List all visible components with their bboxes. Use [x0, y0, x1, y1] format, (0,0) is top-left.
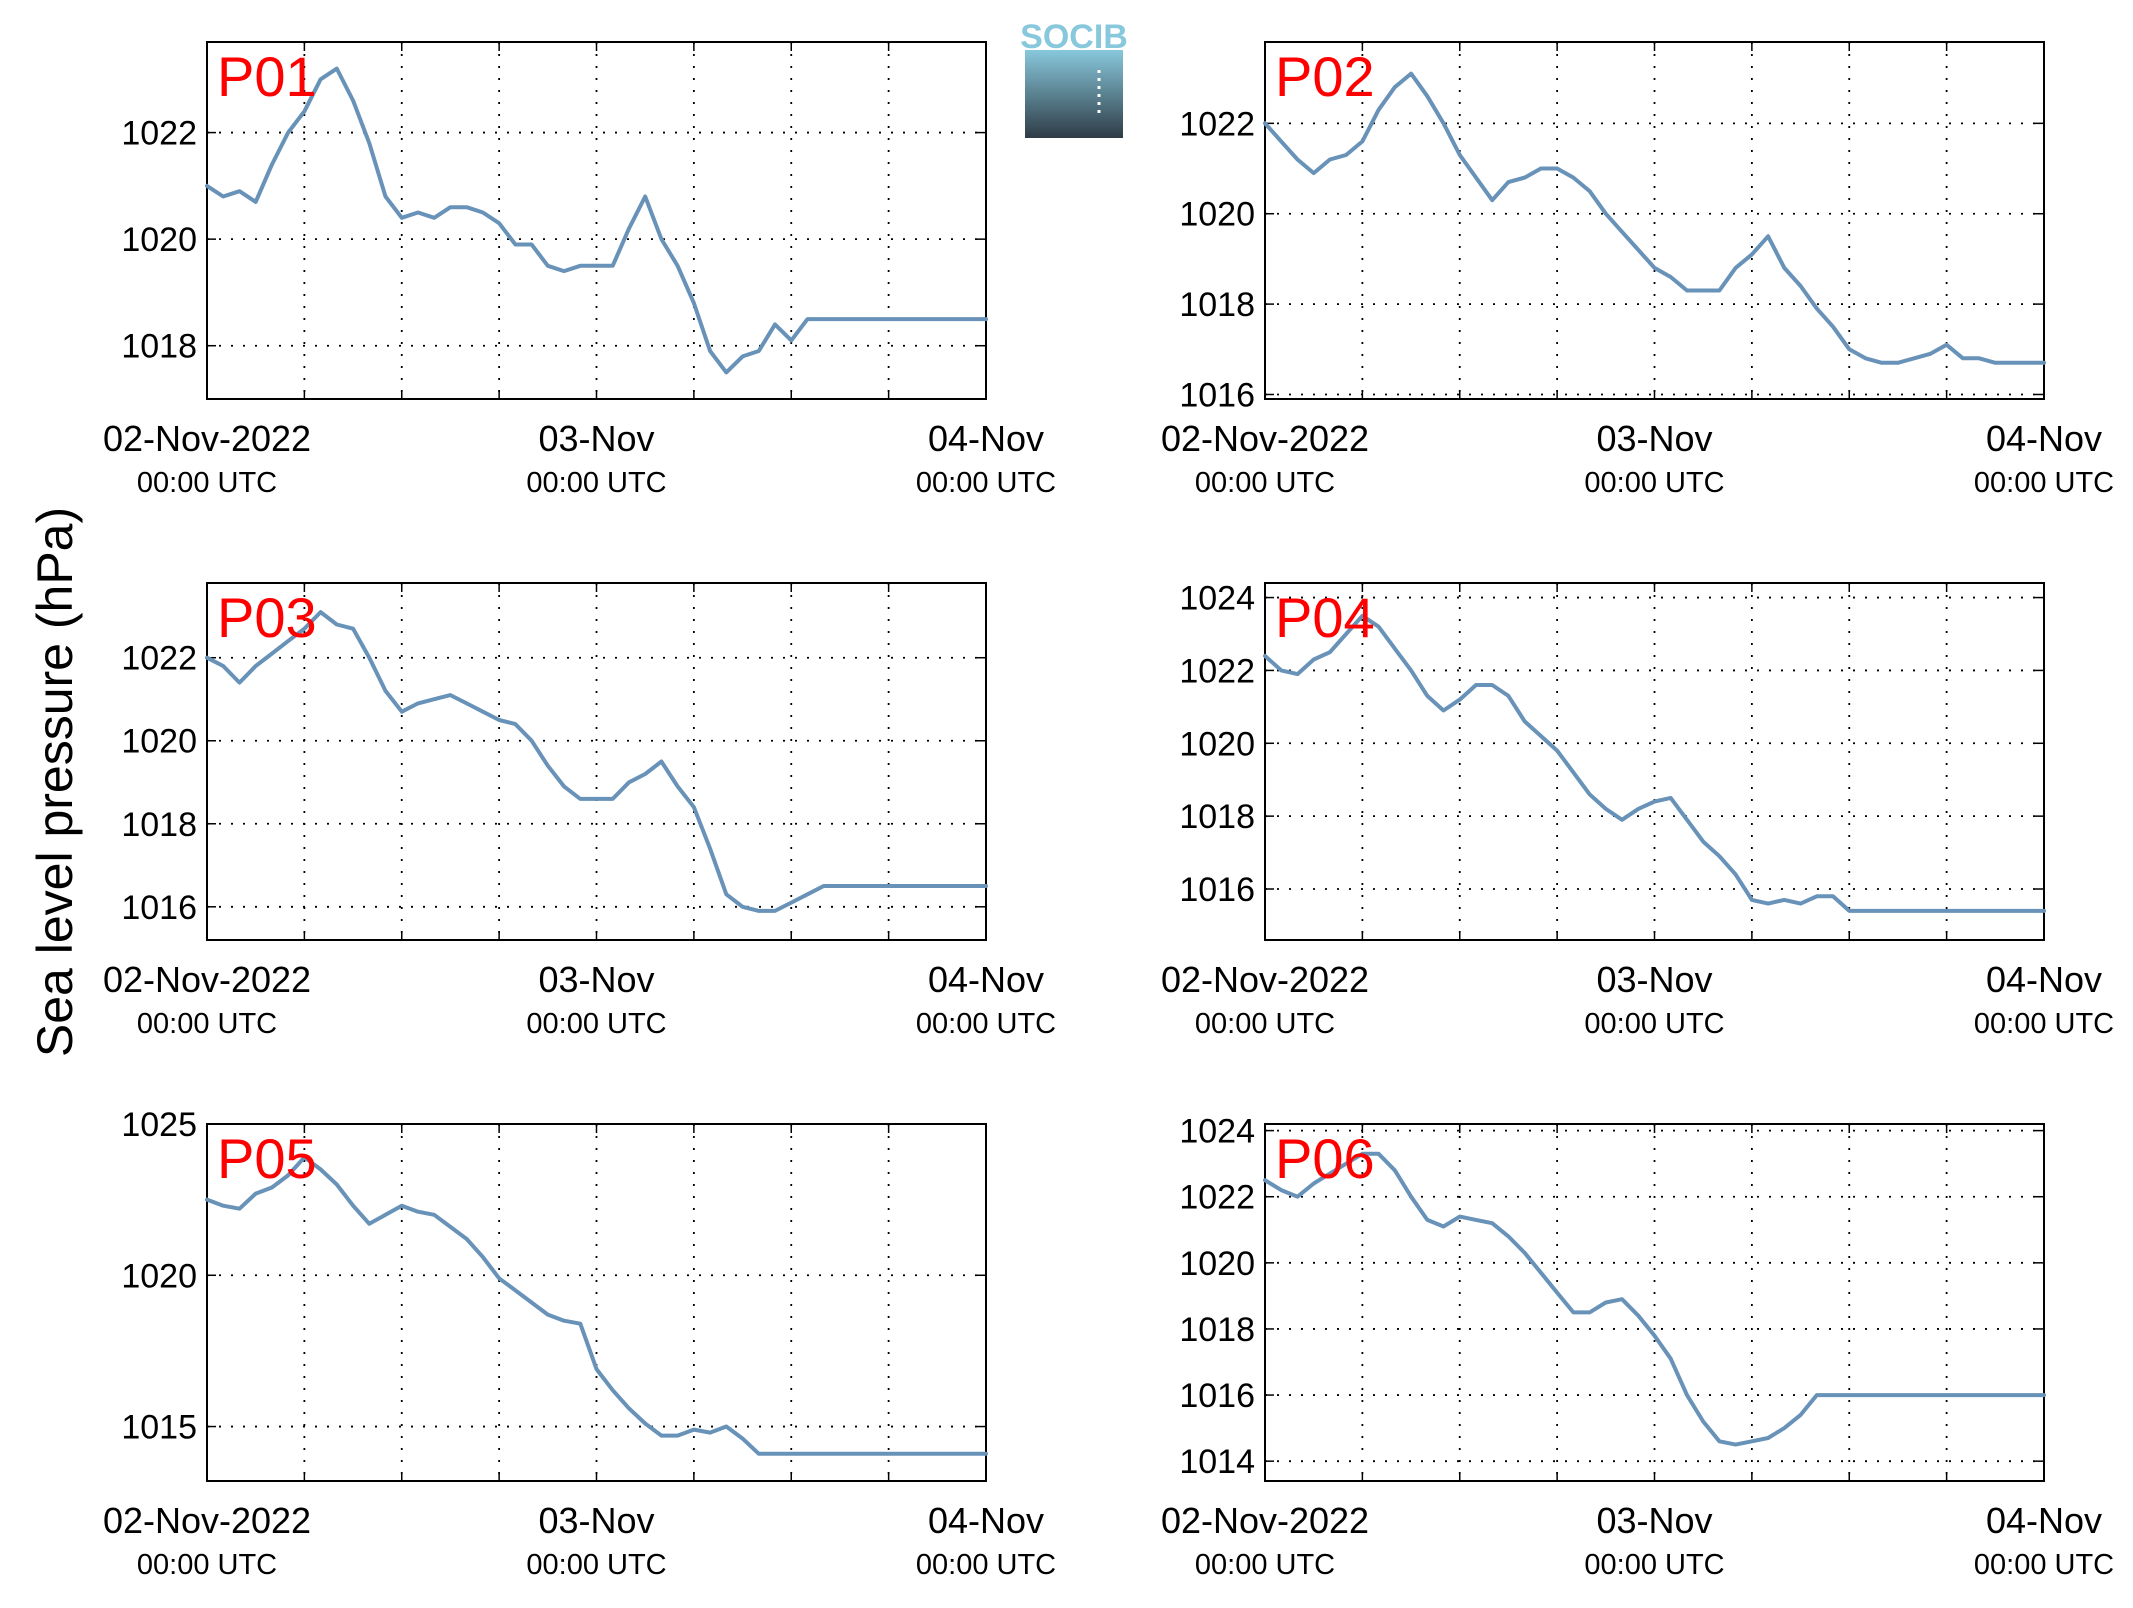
x-tick-label-time: 00:00 UTC	[916, 467, 1056, 499]
panel-p01: 1018 1020 1022 02-Nov-2022 00:00 UTC 03-Nov 00…	[103, 41, 1056, 499]
logo-text: SOCIB	[1020, 18, 1128, 56]
y-tick-label: 1018	[121, 328, 197, 366]
y-tick-label: 1020	[121, 221, 197, 259]
panel-p05: 1015 1020 1025 02-Nov-2022 00:00 UTC 03-Nov 00…	[103, 1106, 1056, 1581]
x-tick-label-time: 00:00 UTC	[526, 1008, 666, 1040]
x-tick-label-time: 00:00 UTC	[1974, 1008, 2114, 1040]
y-tick-label: 1016	[121, 889, 197, 927]
y-tick-label: 1022	[1179, 1179, 1255, 1217]
panel-p03: 1016 1018 1020 1022 02-Nov-2022 00:00 UTC 03-N…	[103, 582, 1056, 1040]
x-tick-label-time: 00:00 UTC	[1974, 467, 2114, 499]
axes-box	[1264, 41, 2045, 400]
x-tick-label-date: 03-Nov	[1596, 959, 1712, 1000]
x-tick-label-date: 03-Nov	[1596, 1500, 1712, 1541]
y-tick-label: 1014	[1179, 1443, 1255, 1481]
y-tick-label: 1022	[121, 115, 197, 153]
y-tick-label: 1016	[1179, 871, 1255, 909]
x-tick-label-date: 04-Nov	[1986, 418, 2102, 459]
x-tick-label-time: 00:00 UTC	[526, 1549, 666, 1581]
x-tick-label-time: 00:00 UTC	[1584, 1549, 1724, 1581]
x-tick-label-date: 02-Nov-2022	[103, 959, 311, 1000]
x-tick-label-time: 00:00 UTC	[916, 1008, 1056, 1040]
y-tick-label: 1020	[1179, 725, 1255, 763]
x-tick-label-time: 00:00 UTC	[137, 1549, 277, 1581]
y-tick-label: 1024	[1179, 580, 1255, 618]
y-tick-label: 1020	[121, 1257, 197, 1295]
x-tick-label-time: 00:00 UTC	[526, 467, 666, 499]
panel-label: P03	[217, 586, 317, 649]
y-tick-label: 1018	[1179, 798, 1255, 836]
x-tick-label-date: 02-Nov-2022	[1161, 1500, 1369, 1541]
y-tick-label: 1018	[1179, 1311, 1255, 1349]
y-tick-label: 1020	[1179, 1245, 1255, 1283]
y-tick-label: 1016	[1179, 1377, 1255, 1415]
pressure-series-line	[205, 610, 988, 913]
y-tick-label: 1022	[121, 640, 197, 678]
y-tick-label: 1024	[1179, 1113, 1255, 1151]
x-tick-label-time: 00:00 UTC	[1584, 1008, 1724, 1040]
y-tick-label: 1022	[1179, 652, 1255, 690]
panel-label: P01	[217, 45, 317, 108]
axes-box	[1264, 582, 2045, 941]
y-tick-label: 1015	[121, 1409, 197, 1447]
x-tick-label-time: 00:00 UTC	[1195, 1549, 1335, 1581]
panels: 1018 1020 1022 02-Nov-2022 00:00 UTC 03-Nov 00…	[103, 41, 2114, 1581]
y-tick-label: 1016	[1179, 376, 1255, 414]
panel-label: P04	[1275, 586, 1375, 649]
x-tick-label-time: 00:00 UTC	[1195, 1008, 1335, 1040]
panel-p04: 1016 1018 1020 1022 1024 02-Nov-2022 00:00 UTC…	[1161, 580, 2114, 1040]
axes-box	[206, 582, 987, 941]
axes-box	[206, 1123, 987, 1482]
y-tick-label: 1018	[121, 806, 197, 844]
y-tick-label: 1022	[1179, 105, 1255, 143]
x-tick-label-date: 02-Nov-2022	[103, 418, 311, 459]
axes-box	[1264, 1123, 2045, 1482]
x-tick-label-date: 03-Nov	[538, 1500, 654, 1541]
x-tick-label-time: 00:00 UTC	[1584, 467, 1724, 499]
x-tick-label-date: 03-Nov	[538, 418, 654, 459]
x-tick-label-date: 03-Nov	[538, 959, 654, 1000]
pressure-series-line	[205, 66, 988, 375]
pressure-series-line	[1263, 1151, 2046, 1447]
pressure-series-line	[1263, 613, 2046, 913]
x-tick-label-time: 00:00 UTC	[916, 1549, 1056, 1581]
x-tick-label-date: 02-Nov-2022	[1161, 959, 1369, 1000]
logo-box	[1025, 50, 1123, 138]
pressure-series-line	[1263, 71, 2046, 365]
x-tick-label-date: 04-Nov	[928, 959, 1044, 1000]
y-axis-label: Sea level pressure (hPa)	[27, 507, 83, 1057]
panel-label: P02	[1275, 45, 1375, 108]
x-tick-label-time: 00:00 UTC	[137, 467, 277, 499]
axes-box	[206, 41, 987, 400]
panel-label: P06	[1275, 1127, 1375, 1190]
x-tick-label-time: 00:00 UTC	[1195, 467, 1335, 499]
y-tick-label: 1020	[1179, 196, 1255, 234]
x-tick-label-date: 04-Nov	[1986, 959, 2102, 1000]
x-tick-label-date: 02-Nov-2022	[103, 1500, 311, 1541]
x-tick-label-date: 04-Nov	[1986, 1500, 2102, 1541]
x-tick-label-date: 02-Nov-2022	[1161, 418, 1369, 459]
panel-p02: 1016 1018 1020 1022 02-Nov-2022 00:00 UTC 03-N…	[1161, 41, 2114, 499]
x-tick-label-date: 04-Nov	[928, 418, 1044, 459]
x-tick-label-time: 00:00 UTC	[137, 1008, 277, 1040]
x-tick-label-date: 04-Nov	[928, 1500, 1044, 1541]
panel-label: P05	[217, 1127, 317, 1190]
y-tick-label: 1018	[1179, 286, 1255, 324]
y-tick-label: 1025	[121, 1106, 197, 1144]
y-tick-label: 1020	[121, 723, 197, 761]
socib-logo: SOCIB	[1020, 18, 1128, 138]
pressure-series-line	[205, 1155, 988, 1456]
x-tick-label-time: 00:00 UTC	[1974, 1549, 2114, 1581]
panel-p06: 1014 1016 1018 1020 1022 1024 02-Nov-2022 00:00…	[1161, 1113, 2114, 1581]
x-tick-label-date: 03-Nov	[1596, 418, 1712, 459]
